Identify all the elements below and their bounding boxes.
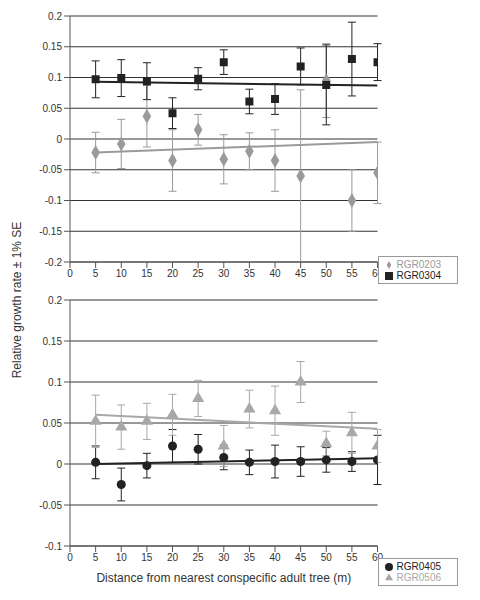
svg-text:0.05: 0.05 bbox=[43, 418, 63, 429]
svg-text:-0.05: -0.05 bbox=[39, 164, 62, 175]
svg-text:0.15: 0.15 bbox=[43, 336, 63, 347]
svg-text:5: 5 bbox=[93, 552, 99, 563]
svg-text:30: 30 bbox=[218, 552, 230, 563]
html-text:RGR0405: RGR0405 bbox=[396, 561, 441, 572]
svg-text:35: 35 bbox=[244, 268, 256, 279]
svg-text:-0.1: -0.1 bbox=[45, 541, 63, 552]
html-text:RGR0203: RGR0203 bbox=[396, 259, 441, 270]
svg-text:-0.2: -0.2 bbox=[45, 257, 63, 268]
svg-text:-0.05: -0.05 bbox=[39, 500, 62, 511]
html-text:RGR0506: RGR0506 bbox=[396, 572, 441, 583]
svg-text:20: 20 bbox=[167, 552, 179, 563]
svg-text:10: 10 bbox=[116, 552, 128, 563]
svg-text:60: 60 bbox=[372, 552, 384, 563]
svg-text:15: 15 bbox=[141, 552, 153, 563]
svg-text:30: 30 bbox=[218, 268, 230, 279]
svg-text:10: 10 bbox=[116, 268, 128, 279]
svg-text:50: 50 bbox=[321, 552, 333, 563]
svg-text:0.05: 0.05 bbox=[43, 103, 63, 114]
html-text:RGR0304: RGR0304 bbox=[396, 270, 441, 281]
svg-text:Distance from nearest conspeci: Distance from nearest conspecific adult … bbox=[96, 571, 351, 585]
svg-text:25: 25 bbox=[193, 552, 205, 563]
svg-text:20: 20 bbox=[167, 268, 179, 279]
svg-text:0.2: 0.2 bbox=[48, 11, 62, 22]
svg-text:25: 25 bbox=[193, 268, 205, 279]
html-text:Relative growth rate ± 1% SE: Relative growth rate ± 1% SE bbox=[10, 221, 24, 379]
svg-text:0.1: 0.1 bbox=[48, 377, 62, 388]
svg-text:0: 0 bbox=[67, 268, 73, 279]
svg-text:0.2: 0.2 bbox=[48, 295, 62, 306]
svg-text:40: 40 bbox=[269, 552, 281, 563]
svg-text:60: 60 bbox=[372, 268, 384, 279]
svg-text:5: 5 bbox=[93, 268, 99, 279]
svg-text:45: 45 bbox=[295, 268, 307, 279]
svg-text:0.1: 0.1 bbox=[48, 72, 62, 83]
svg-text:0: 0 bbox=[67, 552, 73, 563]
svg-text:35: 35 bbox=[244, 552, 256, 563]
svg-text:40: 40 bbox=[269, 268, 281, 279]
svg-text:0: 0 bbox=[56, 134, 62, 145]
svg-text:50: 50 bbox=[321, 268, 333, 279]
svg-text:0.15: 0.15 bbox=[43, 41, 63, 52]
svg-text:15: 15 bbox=[141, 268, 153, 279]
svg-text:55: 55 bbox=[346, 268, 358, 279]
svg-text:-0.1: -0.1 bbox=[45, 195, 63, 206]
svg-text:0: 0 bbox=[56, 459, 62, 470]
svg-text:45: 45 bbox=[295, 552, 307, 563]
svg-text:-0.15: -0.15 bbox=[39, 226, 62, 237]
svg-text:55: 55 bbox=[346, 552, 358, 563]
